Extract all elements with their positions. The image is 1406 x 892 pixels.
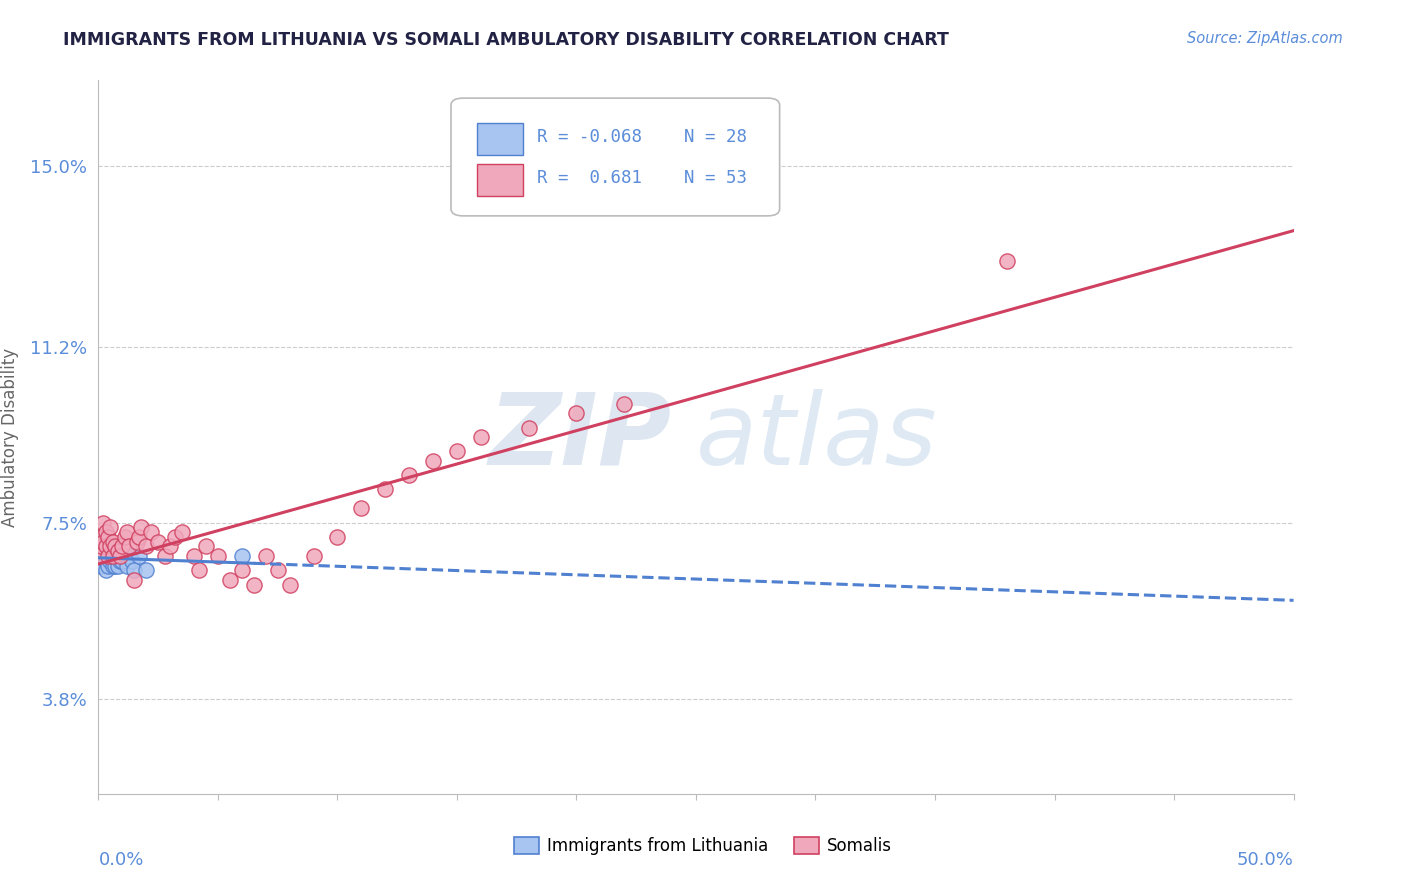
- Point: [159, 540, 181, 554]
- Point: [517, 420, 540, 434]
- Point: [125, 534, 148, 549]
- Point: [111, 540, 134, 554]
- Point: [374, 483, 396, 497]
- Point: [124, 563, 146, 577]
- Point: [231, 549, 253, 563]
- Point: [111, 554, 134, 568]
- Point: [90, 540, 112, 554]
- Point: [446, 444, 468, 458]
- Point: [97, 530, 120, 544]
- Point: [115, 525, 138, 540]
- Point: [90, 540, 112, 554]
- Point: [98, 520, 122, 534]
- Point: [243, 577, 266, 591]
- Point: [94, 554, 117, 568]
- Point: [124, 573, 146, 587]
- Point: [128, 549, 150, 563]
- Point: [107, 544, 129, 558]
- Text: R =  0.681    N = 53: R = 0.681 N = 53: [537, 169, 747, 187]
- Point: [131, 520, 153, 534]
- Point: [91, 516, 114, 530]
- Text: Source: ZipAtlas.com: Source: ZipAtlas.com: [1187, 31, 1343, 46]
- Point: [87, 549, 110, 563]
- Bar: [477, 123, 523, 155]
- Point: [326, 530, 349, 544]
- Point: [207, 549, 229, 563]
- Point: [104, 544, 127, 558]
- Point: [97, 549, 120, 563]
- Point: [114, 530, 136, 544]
- Point: [148, 534, 170, 549]
- Point: [267, 563, 290, 577]
- Point: [219, 573, 242, 587]
- Point: [254, 549, 277, 563]
- Point: [101, 549, 124, 563]
- Y-axis label: Ambulatory Disability: Ambulatory Disability: [1, 348, 20, 526]
- Point: [91, 534, 114, 549]
- Point: [350, 501, 373, 516]
- Point: [121, 554, 143, 568]
- Text: 0.0%: 0.0%: [98, 851, 143, 869]
- Point: [398, 468, 420, 483]
- Legend: Immigrants from Lithuania, Somalis: Immigrants from Lithuania, Somalis: [508, 830, 898, 862]
- Point: [183, 549, 205, 563]
- Point: [107, 549, 129, 563]
- Point: [995, 254, 1018, 268]
- Point: [104, 558, 127, 573]
- Point: [104, 540, 127, 554]
- Point: [90, 558, 112, 573]
- Point: [135, 563, 157, 577]
- Point: [118, 549, 141, 563]
- Point: [97, 558, 120, 573]
- Point: [98, 540, 122, 554]
- Point: [565, 406, 588, 420]
- FancyBboxPatch shape: [451, 98, 780, 216]
- Point: [302, 549, 325, 563]
- Point: [172, 525, 194, 540]
- Point: [118, 540, 141, 554]
- Point: [470, 430, 492, 444]
- Text: R = -0.068    N = 28: R = -0.068 N = 28: [537, 128, 747, 146]
- Point: [108, 549, 131, 563]
- Point: [94, 563, 117, 577]
- Point: [115, 558, 138, 573]
- Point: [87, 549, 110, 563]
- Point: [101, 558, 124, 573]
- Point: [91, 530, 114, 544]
- Text: ZIP: ZIP: [489, 389, 672, 485]
- Point: [91, 549, 114, 563]
- Point: [114, 549, 136, 563]
- Point: [155, 549, 177, 563]
- Point: [98, 540, 122, 554]
- Point: [195, 540, 218, 554]
- Text: 50.0%: 50.0%: [1237, 851, 1294, 869]
- Point: [187, 563, 209, 577]
- Point: [107, 558, 129, 573]
- Point: [135, 540, 157, 554]
- Point: [94, 540, 117, 554]
- Point: [101, 534, 124, 549]
- Point: [163, 530, 186, 544]
- Point: [98, 554, 122, 568]
- Text: atlas: atlas: [696, 389, 938, 485]
- Point: [613, 397, 636, 411]
- Point: [422, 454, 444, 468]
- Point: [231, 563, 253, 577]
- Point: [90, 530, 112, 544]
- Point: [94, 525, 117, 540]
- Point: [94, 540, 117, 554]
- Point: [139, 525, 162, 540]
- Text: IMMIGRANTS FROM LITHUANIA VS SOMALI AMBULATORY DISABILITY CORRELATION CHART: IMMIGRANTS FROM LITHUANIA VS SOMALI AMBU…: [63, 31, 949, 49]
- Point: [278, 577, 301, 591]
- Bar: [477, 164, 523, 196]
- Point: [101, 549, 124, 563]
- Point: [97, 549, 120, 563]
- Point: [108, 554, 131, 568]
- Point: [128, 530, 150, 544]
